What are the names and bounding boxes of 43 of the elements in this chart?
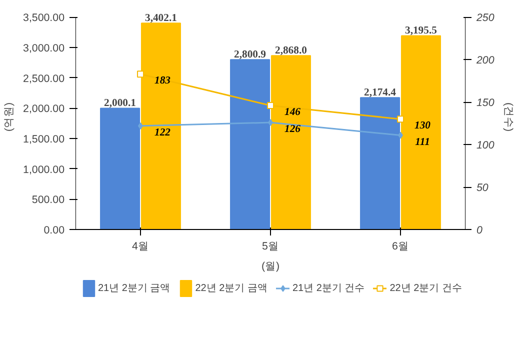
bar: [360, 97, 400, 230]
y-axis-title: (억원): [3, 102, 16, 132]
legend-label: 21년 2분기 금액: [98, 282, 170, 295]
legend-label: 21년 2분기 건수: [292, 282, 365, 295]
bar: [100, 108, 140, 230]
data-label: 122: [154, 127, 172, 138]
y-tick-label: 1,000.00: [23, 164, 65, 176]
y2-tick-label: 0: [476, 224, 482, 236]
point: [137, 70, 144, 78]
y2-tick-label: 50: [476, 182, 488, 194]
x-axis-title: (월): [261, 260, 280, 272]
data-label: 2,174.4: [364, 88, 397, 99]
legend-label: 22년 2분기 금액: [195, 282, 268, 295]
y2-axis-title: (건수): [502, 102, 514, 132]
y-tick-label: 3,000.00: [23, 42, 65, 55]
y2-tick-label: 150: [476, 97, 494, 110]
y-tick-label: 3,500.00: [23, 12, 65, 24]
data-label: 2,000.1: [104, 98, 136, 110]
data-label: 2,868.0: [274, 46, 307, 57]
x-tick-label: 4월: [132, 240, 149, 252]
data-label: 3,195.5: [404, 26, 437, 37]
y-tick-label: 2,000.00: [23, 103, 65, 116]
data-label: 2,800.9: [234, 50, 266, 61]
x-tick-label: 6월: [392, 240, 409, 252]
bar: [230, 59, 270, 230]
point: [267, 102, 274, 110]
point: [397, 116, 404, 123]
y2-tick-label: 200: [476, 54, 494, 67]
data-label: 130: [414, 120, 432, 132]
y-tick-label: 1,500.00: [23, 134, 65, 146]
data-label: 146: [284, 107, 302, 118]
y-tick-label: 2,500.00: [23, 72, 65, 85]
y-tick-label: 500.00: [32, 194, 65, 206]
data-label: 3,402.1: [144, 13, 177, 24]
y-tick-label: 0.00: [44, 224, 65, 236]
legend-label: 22년 2분기 건수: [390, 282, 462, 295]
data-label: 111: [415, 136, 430, 148]
bar: [400, 35, 441, 230]
y2-tick-label: 100: [476, 140, 494, 152]
data-label: 183: [154, 76, 172, 87]
y2-tick-label: 250: [476, 12, 494, 24]
x-tick-label: 5월: [262, 240, 279, 252]
data-label: 126: [284, 124, 302, 136]
